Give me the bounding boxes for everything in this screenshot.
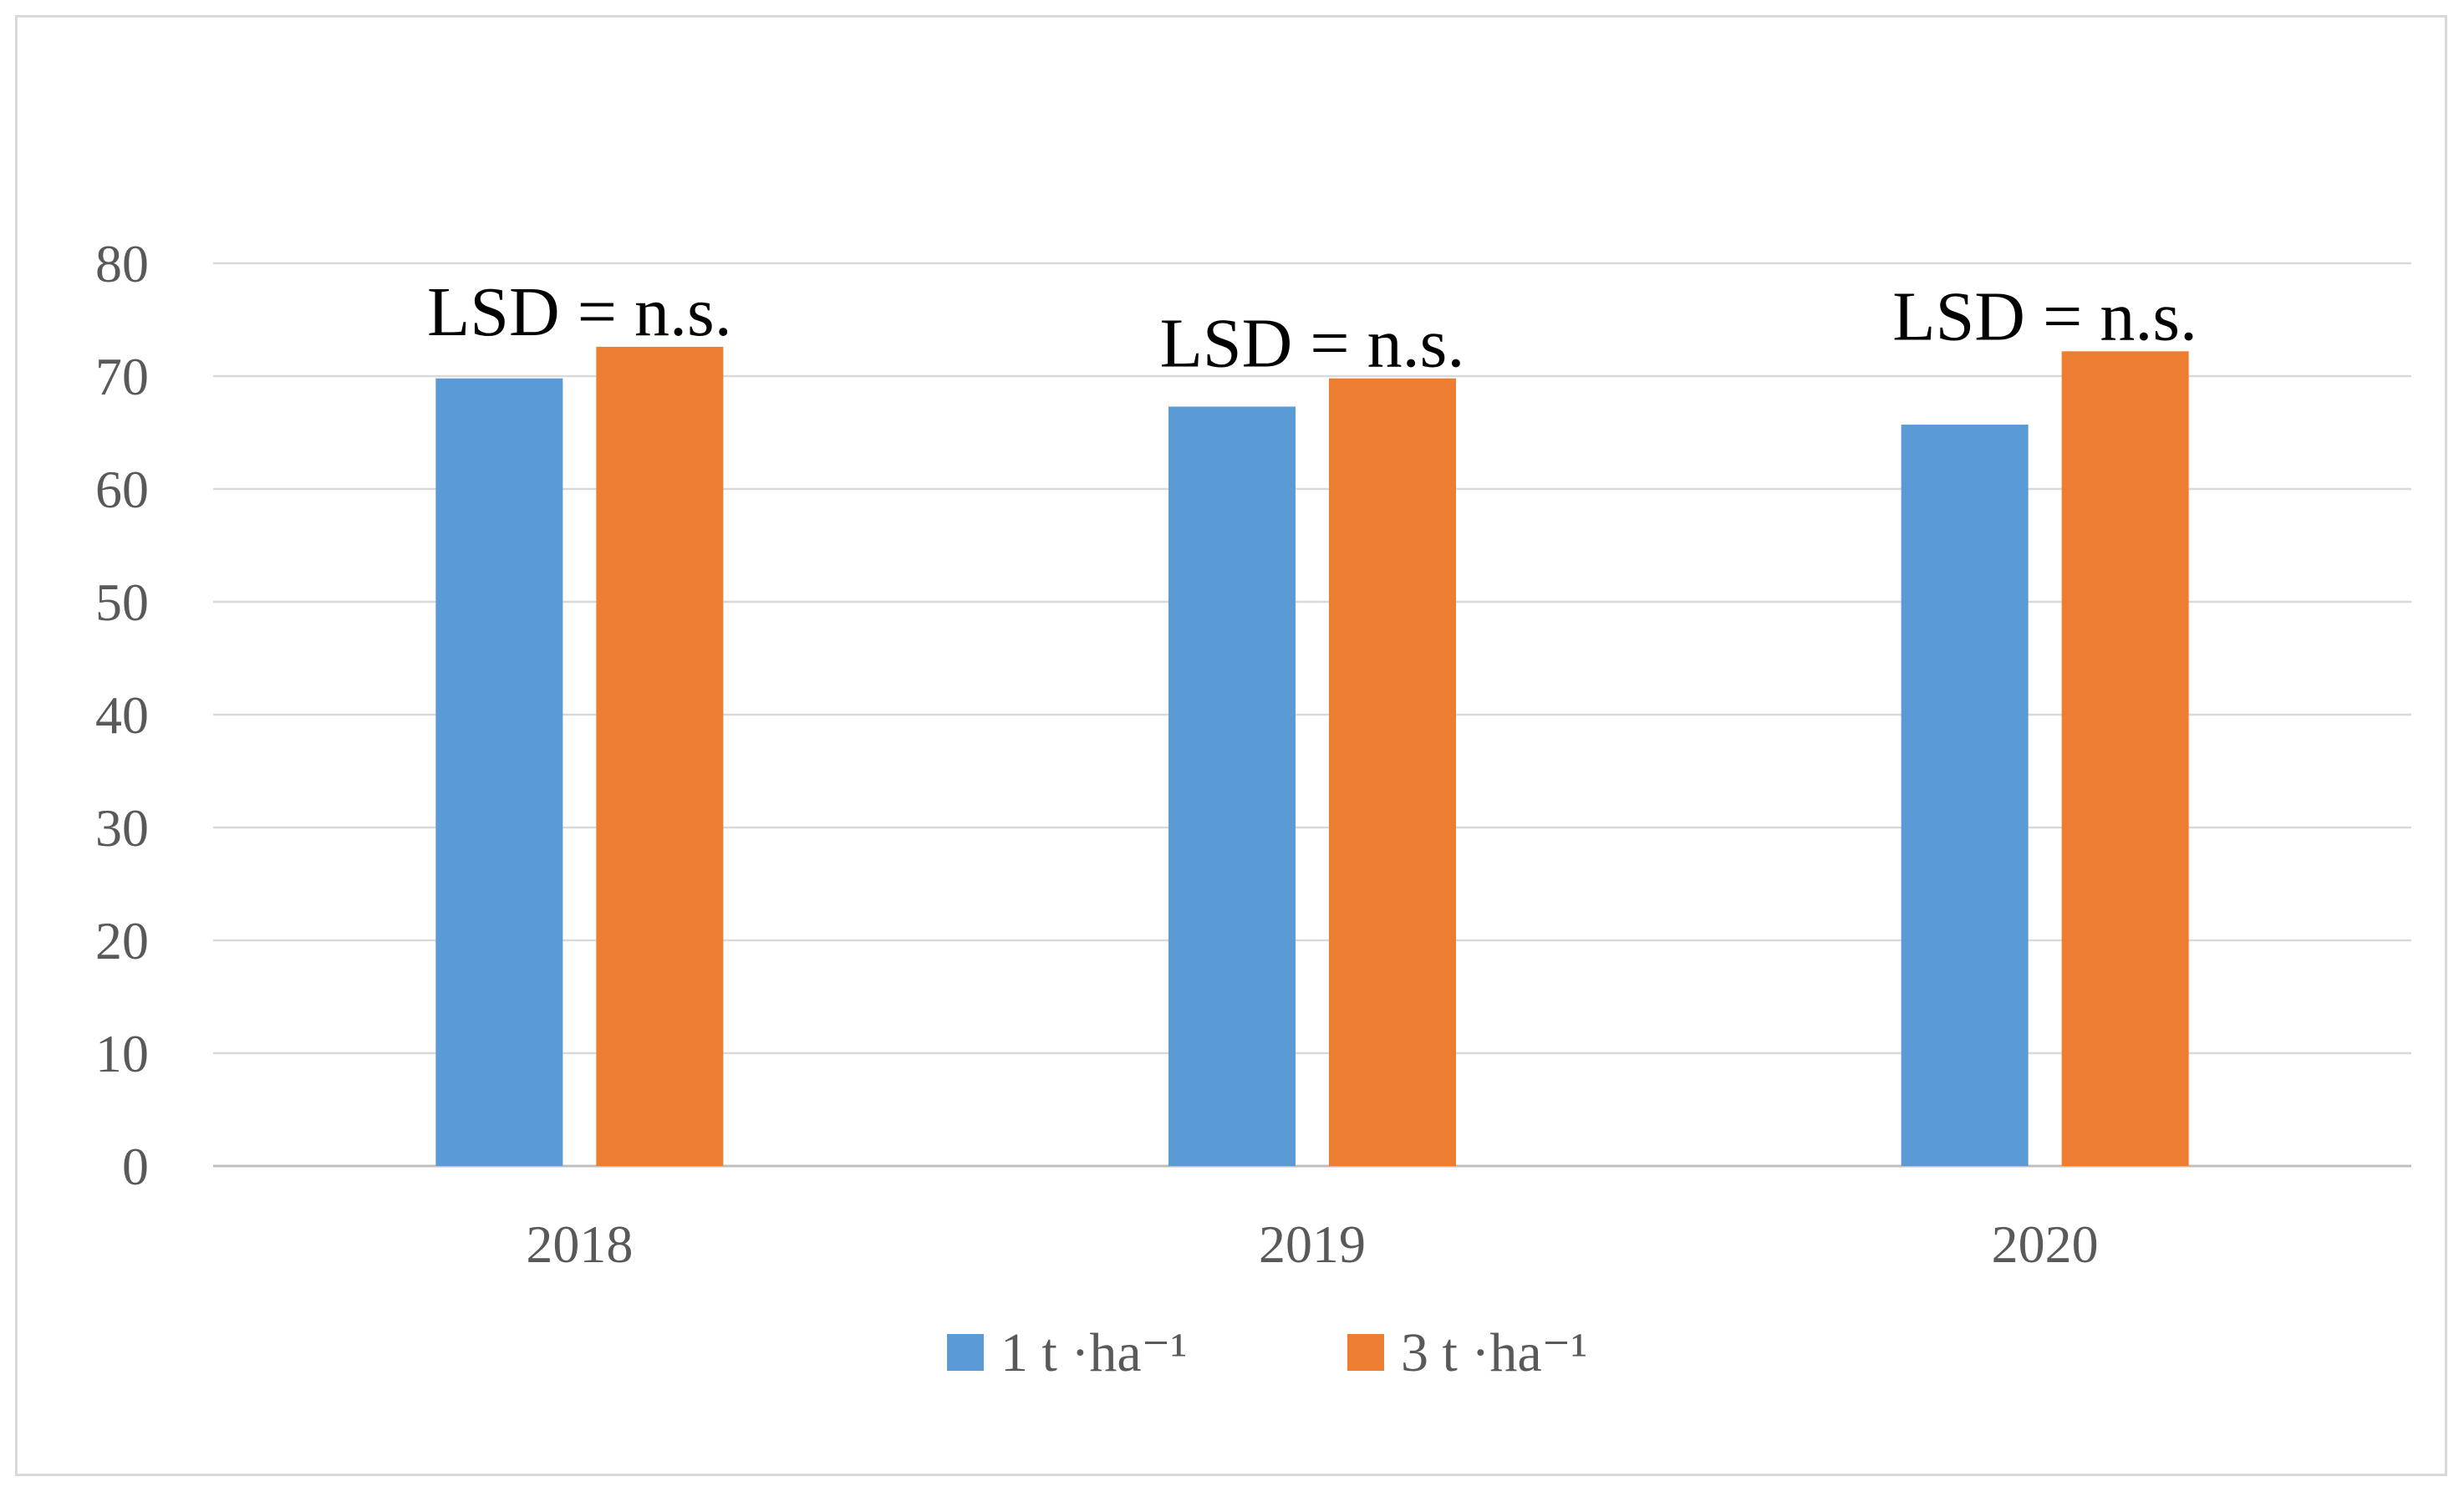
- lsd-annotation: LSD = n.s.: [1160, 305, 1465, 383]
- annotations: LSD = n.s. LSD = n.s. LSD = n.s.: [427, 273, 2197, 383]
- bars: [435, 346, 2189, 1166]
- y-tick-label: 20: [95, 911, 149, 970]
- y-tick-label: 80: [95, 234, 149, 293]
- x-tick-label: 2018: [526, 1214, 633, 1274]
- bar-2020-series-2: [2061, 351, 2189, 1166]
- legend-swatch-series-2: [1347, 1334, 1384, 1371]
- lsd-annotation: LSD = n.s.: [427, 273, 732, 351]
- bar-2018-series-1: [435, 378, 563, 1166]
- gridlines: [213, 262, 2411, 1168]
- x-tick-label: 2020: [1992, 1214, 2099, 1274]
- bar-2019-series-1: [1168, 406, 1296, 1166]
- y-tick-label: 30: [95, 798, 149, 858]
- y-tick-label: 50: [95, 573, 149, 632]
- y-tick-label: 0: [122, 1137, 149, 1196]
- x-axis-tick-labels: 2018 2019 2020: [526, 1214, 2098, 1274]
- legend-label-series-1: 1 t ·ha⁻¹: [1000, 1322, 1187, 1383]
- x-tick-label: 2019: [1259, 1214, 1366, 1274]
- legend: 1 t ·ha⁻¹ 3 t ·ha⁻¹: [947, 1322, 1587, 1383]
- legend-label-series-2: 3 t ·ha⁻¹: [1401, 1322, 1587, 1383]
- bar-2019-series-2: [1329, 378, 1456, 1166]
- y-tick-label: 40: [95, 685, 149, 745]
- y-tick-label: 70: [95, 347, 149, 406]
- lsd-annotation: LSD = n.s.: [1892, 278, 2197, 355]
- bar-2020-series-1: [1901, 425, 2029, 1166]
- bar-2018-series-2: [596, 346, 724, 1166]
- y-tick-label: 60: [95, 460, 149, 519]
- y-tick-label: 10: [95, 1024, 149, 1083]
- legend-swatch-series-1: [947, 1334, 984, 1371]
- y-axis-tick-labels: 0 10 20 30 40 50 60 70 80: [95, 234, 149, 1196]
